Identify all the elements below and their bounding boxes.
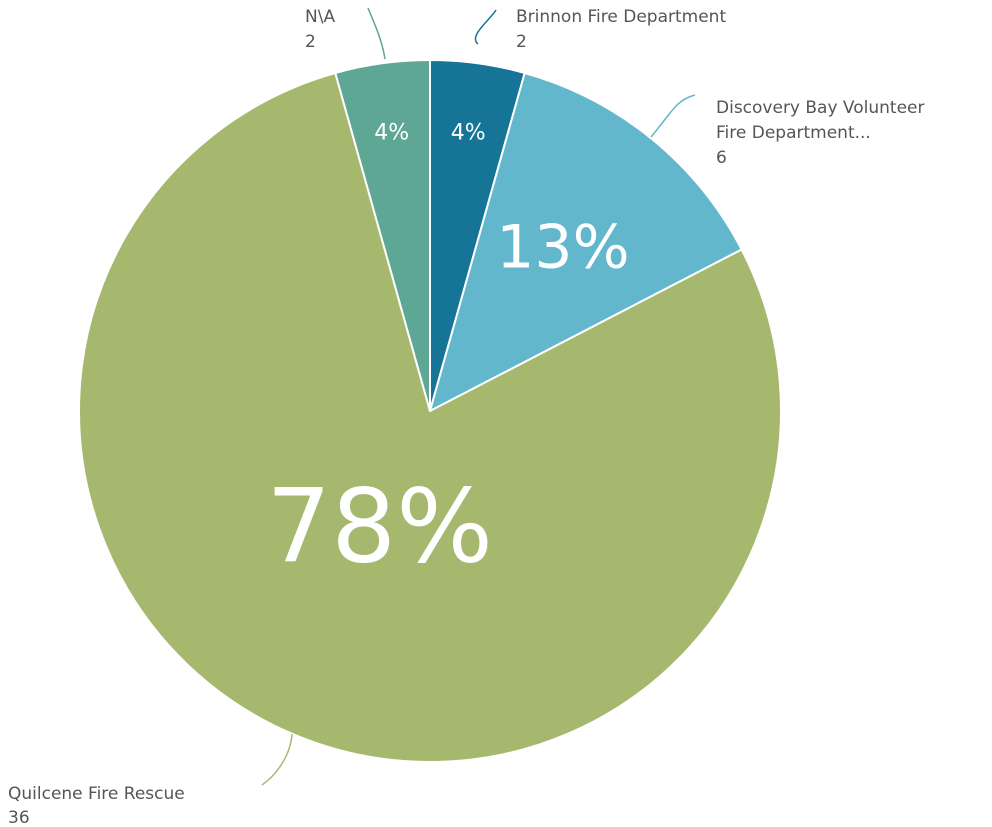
slice-value-discovery-bay-volunteer-fire-department: 6 [716,148,727,168]
percent-label-quilcene-fire-rescue: 78% [266,467,493,586]
leader-line-discovery-bay-volunteer-fire-department [650,94,696,138]
percent-label-discovery-bay-volunteer-fire-department: 13% [496,213,629,283]
leader-line-quilcene-fire-rescue [261,733,293,786]
leader-line-brinnon-fire-department [474,9,497,45]
slice-name-n-a: N\A [305,7,335,27]
slice-name-discovery-bay-volunteer-fire-department: Fire Department... [716,123,871,143]
slice-value-n-a: 2 [305,32,316,52]
slice-value-quilcene-fire-rescue: 36 [8,808,30,827]
leader-line-n-a [367,7,386,60]
pie-slice-quilcene-fire-rescue[interactable] [78,72,782,763]
slice-name-quilcene-fire-rescue: Quilcene Fire Rescue [8,784,185,804]
slice-value-brinnon-fire-department: 2 [516,32,527,52]
percent-label-n-a: 4% [374,120,409,145]
slice-name-discovery-bay-volunteer-fire-department: Discovery Bay Volunteer [716,98,925,118]
pie-slice-n-a[interactable] [334,59,431,412]
percent-labels: 4% 13% 78% 4% [266,120,629,586]
percent-label-brinnon-fire-department: 4% [451,120,486,145]
slice-labels: Brinnon Fire Department 2 Discovery Bay Vo… [8,7,925,827]
slice-name-brinnon-fire-department: Brinnon Fire Department [516,7,726,27]
pie-slice-discovery-bay-volunteer-fire-department[interactable] [429,72,743,412]
pie-slices [78,59,782,763]
leader-lines [261,7,696,786]
